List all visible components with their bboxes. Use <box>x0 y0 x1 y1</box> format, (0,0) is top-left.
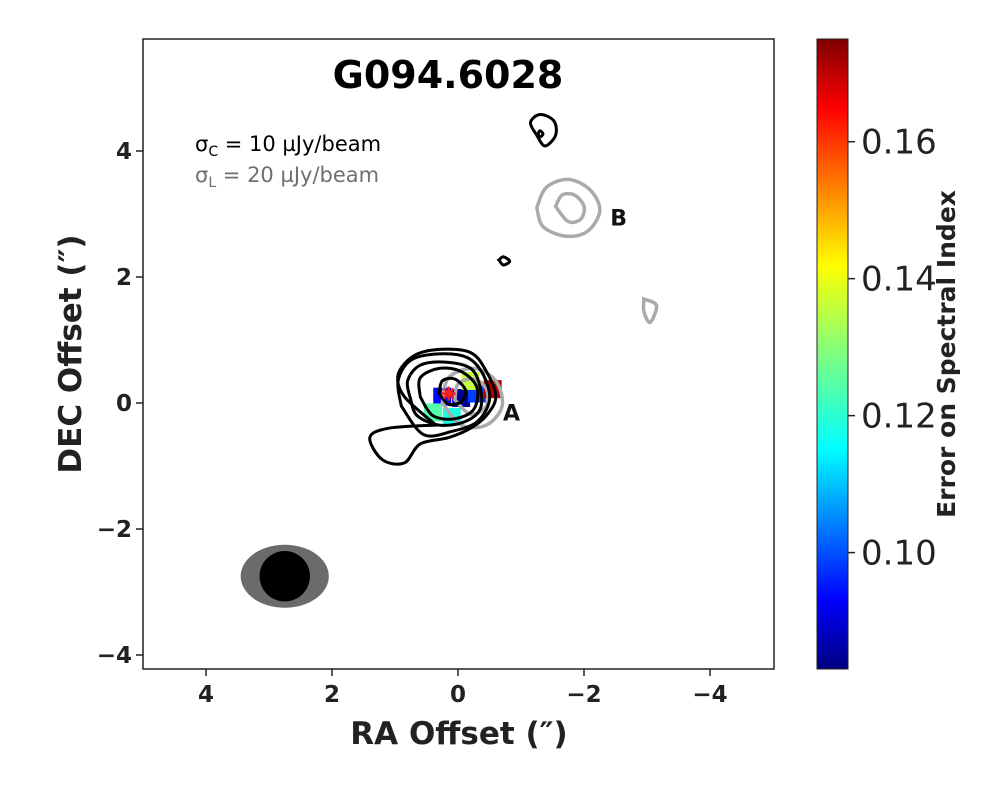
continuum-contour <box>528 112 558 148</box>
line-contour <box>553 191 587 225</box>
svg-text:σL = 20 µJy/beam: σL = 20 µJy/beam <box>195 163 379 191</box>
continuum-contour <box>396 352 492 438</box>
line-contour <box>641 296 659 325</box>
y-tick-label: −2 <box>97 517 132 543</box>
chart-title: G094.6028 <box>333 53 564 97</box>
x-tick-label: 0 <box>450 682 466 708</box>
continuum-contour <box>536 129 545 139</box>
colorbar-tick-label: 0.12 <box>861 397 937 437</box>
colorbar-ticks: 0.10 0.12 0.14 0.16 <box>848 123 937 574</box>
x-tick-label: 4 <box>198 682 214 708</box>
x-tick-label: −4 <box>692 682 727 708</box>
sigma-line-annotation: σL = 20 µJy/beam <box>195 163 379 191</box>
line-contour <box>534 177 602 239</box>
y-axis-label: DEC Offset (″) <box>53 234 89 473</box>
continuum-contour <box>437 376 468 407</box>
y-axis: 4 2 0 −2 −4 <box>97 139 143 669</box>
continuum-contour <box>496 255 512 267</box>
peak-marker-ray <box>442 387 455 400</box>
line-contour <box>440 366 505 430</box>
colorbar <box>816 38 849 670</box>
sigma-continuum-annotation: σC = 10 µJy/beam <box>195 132 381 160</box>
x-axis-label: RA Offset (″) <box>350 716 567 752</box>
x-axis: 4 2 0 −2 −4 <box>198 669 728 708</box>
continuum-contour <box>417 366 480 421</box>
y-tick-label: 4 <box>116 139 132 165</box>
colorbar-tick-label: 0.16 <box>861 123 937 163</box>
colorbar-label: Error on Spectral Index <box>932 190 961 518</box>
y-tick-label: 0 <box>116 391 132 417</box>
source-label: B <box>610 206 627 231</box>
peak-marker <box>441 386 456 401</box>
source-label: A <box>503 402 520 427</box>
svg-text:σC = 10 µJy/beam: σC = 10 µJy/beam <box>195 132 381 160</box>
y-tick-label: 2 <box>116 265 132 291</box>
colorbar-tick-label: 0.14 <box>861 260 937 300</box>
continuum-beam-ellipse <box>259 551 310 602</box>
y-tick-label: −4 <box>97 643 132 669</box>
x-tick-label: −2 <box>566 682 601 708</box>
colorbar-tick-label: 0.10 <box>861 534 937 574</box>
x-tick-label: 2 <box>324 682 340 708</box>
continuum-contour <box>368 347 498 466</box>
continuum-contour <box>405 360 484 427</box>
